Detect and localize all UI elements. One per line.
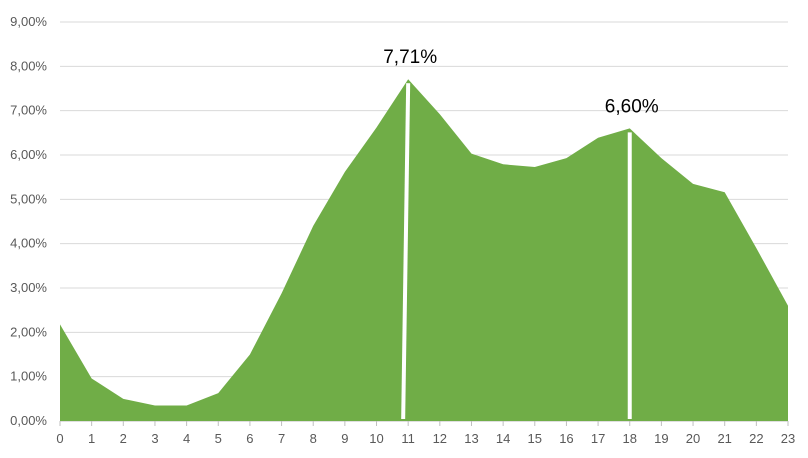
x-tick-label: 13 xyxy=(464,431,478,446)
x-tick-label: 6 xyxy=(246,431,253,446)
x-tick-label: 11 xyxy=(401,431,415,446)
x-tick-label: 12 xyxy=(433,431,447,446)
y-tick-label: 2,00% xyxy=(10,324,47,339)
x-tick-label: 7 xyxy=(278,431,285,446)
peak-annotation-label: 6,60% xyxy=(605,96,659,117)
area-series-fill xyxy=(60,79,788,421)
x-tick-label: 23 xyxy=(781,431,795,446)
y-tick-label: 7,00% xyxy=(10,103,47,118)
y-tick-label: 1,00% xyxy=(10,369,47,384)
y-tick-label: 6,00% xyxy=(10,147,47,162)
y-tick-label: 9,00% xyxy=(10,14,47,29)
x-tick-label: 3 xyxy=(151,431,158,446)
peak-markers xyxy=(401,83,632,420)
x-tick-label: 20 xyxy=(686,431,700,446)
x-tick-label: 1 xyxy=(88,431,95,446)
x-axis: 0 1 2 3 4 5 6 7 8 9 10 11 12 13 14 15 16 17 18 19 20 21 22 23 xyxy=(56,421,795,446)
annotations: 7,71% 6,60% xyxy=(383,47,659,117)
y-tick-label: 8,00% xyxy=(10,58,47,73)
x-tick-label: 8 xyxy=(310,431,317,446)
x-tick-label: 16 xyxy=(559,431,573,446)
x-tick-label: 18 xyxy=(623,431,637,446)
x-tick-label: 21 xyxy=(717,431,731,446)
y-tick-label: 3,00% xyxy=(10,280,47,295)
x-tick-label: 17 xyxy=(591,431,605,446)
x-tick-label: 10 xyxy=(369,431,383,446)
y-tick-label: 4,00% xyxy=(10,236,47,251)
x-tick-label: 15 xyxy=(528,431,542,446)
peak-marker-line xyxy=(401,83,411,420)
x-tick-label: 0 xyxy=(56,431,63,446)
x-tick-label: 14 xyxy=(496,431,510,446)
x-tick-label: 22 xyxy=(749,431,763,446)
area-series xyxy=(60,79,788,421)
y-tick-label: 5,00% xyxy=(10,191,47,206)
y-axis: 0,00% 1,00% 2,00% 3,00% 4,00% 5,00% 6,00% 7,00%… xyxy=(10,14,47,428)
x-tick-label: 9 xyxy=(341,431,348,446)
y-tick-label: 0,00% xyxy=(10,413,47,428)
x-tick-label: 4 xyxy=(183,431,190,446)
x-tick-label: 5 xyxy=(215,431,222,446)
peak-annotation-label: 7,71% xyxy=(383,47,437,68)
x-tick-label: 2 xyxy=(120,431,127,446)
x-tick-label: 19 xyxy=(654,431,668,446)
